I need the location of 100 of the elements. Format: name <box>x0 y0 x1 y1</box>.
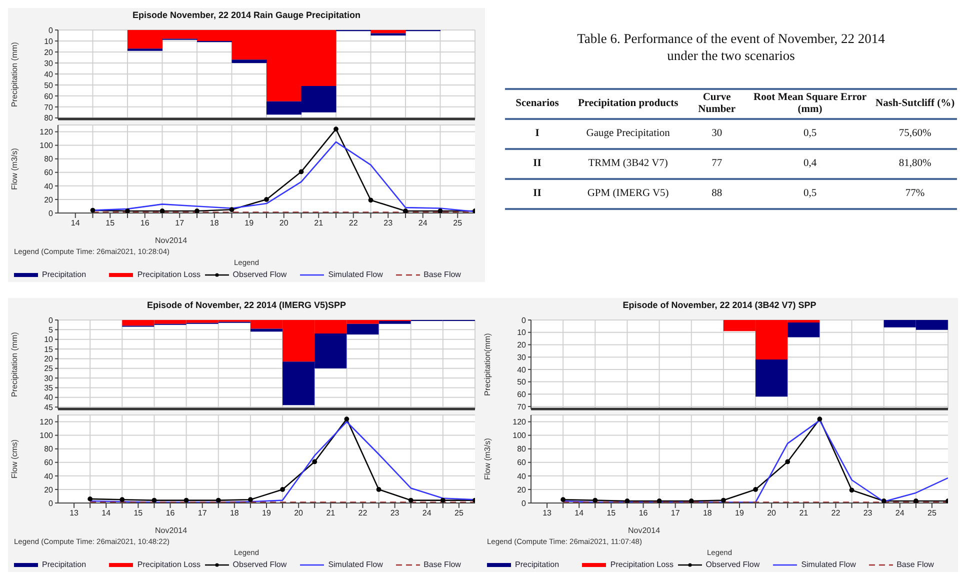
y-tick-label: 45 <box>44 402 54 412</box>
x-tick-label: 17 <box>198 508 208 518</box>
y-tick-label: 40 <box>44 472 54 481</box>
text: 77% <box>904 187 926 201</box>
y-tick-label: 30 <box>517 352 527 362</box>
point <box>721 498 726 503</box>
point <box>438 208 443 213</box>
y-axis-title: Precipitation (mm) <box>10 332 19 397</box>
x-axis-title: Nov2014 <box>628 526 661 535</box>
point <box>560 497 566 502</box>
point <box>368 198 374 203</box>
point <box>160 208 165 213</box>
y-tick-label: 0 <box>48 316 54 325</box>
y-tick-label: 5 <box>48 326 54 335</box>
y-tick-label: 0 <box>48 208 54 218</box>
x-tick-label: 21 <box>799 508 809 518</box>
x-tick-label: 14 <box>102 508 112 518</box>
point <box>312 459 318 464</box>
point <box>125 208 130 213</box>
y-tick-label: 70 <box>44 102 54 112</box>
y-tick-label: 20 <box>44 195 54 204</box>
point <box>656 498 662 503</box>
text: 75,60% <box>898 127 932 141</box>
point <box>298 169 304 174</box>
x-tick-label: 25 <box>453 218 463 228</box>
legend-label: Base Flow <box>422 560 461 569</box>
x-tick-label: 23 <box>390 508 400 518</box>
y-tick-label: 100 <box>512 431 527 440</box>
bar <box>756 360 788 397</box>
text: Nash-Sutcliff (%) <box>874 97 956 111</box>
x-tick-label: 18 <box>702 508 712 518</box>
text: 30 <box>710 127 724 141</box>
x-tick-label: 14 <box>70 218 80 228</box>
text: Gauge Precipitation <box>585 127 671 141</box>
text: II <box>532 187 542 201</box>
y-tick-label: 10 <box>517 328 527 338</box>
y-tick-label: 80 <box>44 114 54 123</box>
point <box>624 498 630 503</box>
y-tick-label: 60 <box>517 390 527 400</box>
x-tick-label: 18 <box>210 218 220 228</box>
x-tick-label: 15 <box>106 218 116 228</box>
y-tick-label: 35 <box>44 384 54 393</box>
y-tick-label: 40 <box>44 393 54 402</box>
x-tick-label: 16 <box>166 508 176 518</box>
x-tick-label: 13 <box>70 508 80 518</box>
y-tick-label: 80 <box>44 154 54 164</box>
text: 77 <box>710 157 724 171</box>
legend-label: Base Flow <box>896 560 934 569</box>
point <box>264 197 269 202</box>
x-tick-label: 19 <box>262 508 272 518</box>
x-tick-label: 19 <box>735 508 744 518</box>
text: 81,80% <box>898 157 932 171</box>
y-tick-label: 20 <box>44 48 54 57</box>
y-tick-label: 0 <box>522 498 527 508</box>
point <box>403 208 408 213</box>
point <box>334 126 338 132</box>
legend-label: Simulated Flow <box>800 560 856 569</box>
y-tick-label: 40 <box>44 182 54 191</box>
y-tick-label: 100 <box>40 141 54 150</box>
x-tick-label: 21 <box>314 218 324 228</box>
x-tick-label: 15 <box>134 508 144 518</box>
y-tick-label: 60 <box>44 168 54 178</box>
chart-title: Episode of November, 22 2014 (3B42 V7) SPP <box>622 299 818 312</box>
y-tick-label: 0 <box>48 498 54 508</box>
y-axis-title: Precipitation(mm) <box>482 332 492 396</box>
legend-label: Precipitation <box>41 270 86 279</box>
x-tick-label: 24 <box>422 508 432 518</box>
y-tick-label: 25 <box>44 364 54 374</box>
y-tick-label: 80 <box>517 444 527 454</box>
x-axis-title: Nov2014 <box>155 526 188 535</box>
y-tick-label: 50 <box>517 378 527 387</box>
x-tick-label: 13 <box>542 508 552 518</box>
point <box>785 459 790 464</box>
bar <box>788 322 820 338</box>
x-tick-label: 20 <box>279 218 289 228</box>
y-tick-label: 0 <box>48 26 54 35</box>
text: 0,5 <box>802 127 818 141</box>
x-tick-label: 25 <box>454 508 464 518</box>
bar <box>370 30 406 34</box>
legend-label: Observed Flow <box>232 560 287 569</box>
y-tick-label: 40 <box>44 70 54 79</box>
x-tick-label: 25 <box>928 508 937 518</box>
text: 0,4 <box>802 157 818 171</box>
point <box>440 498 446 503</box>
point <box>817 416 822 422</box>
bar <box>232 60 267 63</box>
y-tick-label: 40 <box>517 365 527 374</box>
y-tick-label: 15 <box>44 344 54 354</box>
y-tick-label: 70 <box>517 402 527 412</box>
y-tick-label: 0 <box>522 316 527 325</box>
x-tick-label: 18 <box>230 508 240 518</box>
text: Precipitation products <box>576 97 680 111</box>
legend-label: Precipitation <box>514 560 560 569</box>
y-tick-label: 20 <box>44 485 54 494</box>
legend-label: Precipitation <box>41 560 86 569</box>
point <box>408 498 414 503</box>
y-tick-label: 20 <box>517 340 527 350</box>
bar <box>250 328 282 332</box>
legend-label: Precipitation Loss <box>136 270 201 279</box>
chart-title: Episode of November, 22 2014 (IMERG V5)SPP <box>146 299 348 312</box>
